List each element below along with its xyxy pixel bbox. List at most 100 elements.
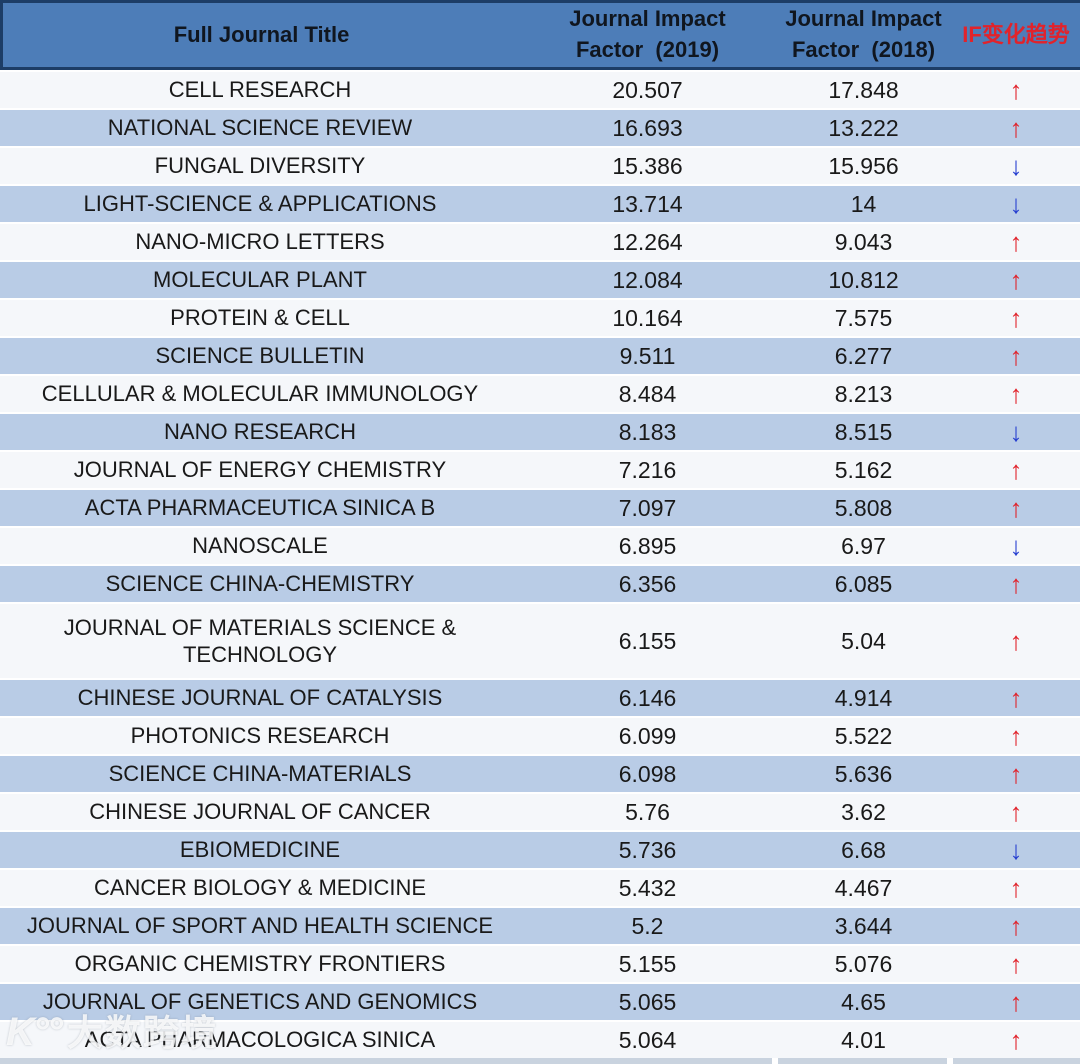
table-row: ACTA PHARMACOLOGICA SINICA 5.064 4.01 ↑ xyxy=(0,1020,1080,1058)
cut-off-next-row xyxy=(0,1058,1080,1064)
trend-arrow-icon: ↑ xyxy=(1009,949,1023,979)
journal-title-cell: CANCER BIOLOGY & MEDICINE xyxy=(93,875,427,901)
if-2019-cell: 5.155 xyxy=(618,950,677,977)
trend-arrow-icon: ↓ xyxy=(1009,417,1023,447)
trend-arrow-icon: ↑ xyxy=(1009,683,1023,713)
trend-arrow-icon: ↑ xyxy=(1009,455,1023,485)
if-2018-cell: 13.222 xyxy=(828,114,899,141)
table-body: CELL RESEARCH 20.507 17.848 ↑ NATIONAL S… xyxy=(0,70,1080,1058)
if-2018-cell: 5.522 xyxy=(834,722,893,749)
if-2019-cell: 5.432 xyxy=(618,874,677,901)
journal-title-cell: ORGANIC CHEMISTRY FRONTIERS xyxy=(74,951,446,977)
journal-title-cell: FUNGAL DIVERSITY xyxy=(154,153,366,179)
if-2019-cell: 5.065 xyxy=(618,988,677,1015)
table-row: ACTA PHARMACEUTICA SINICA B 7.097 5.808 … xyxy=(0,488,1080,526)
journal-title-cell: PROTEIN & CELL xyxy=(170,305,350,331)
col-header-if-2018: Journal Impact Factor (2018) xyxy=(775,4,952,66)
journal-title-cell: JOURNAL OF MATERIALS SCIENCE & TECHNOLOG… xyxy=(63,614,457,668)
divider-segment xyxy=(778,1058,947,1064)
if-2018-cell: 17.848 xyxy=(828,76,899,103)
trend-arrow-icon: ↑ xyxy=(1009,797,1023,827)
trend-arrow-icon: ↑ xyxy=(1009,569,1023,599)
trend-arrow-icon: ↑ xyxy=(1009,113,1023,143)
if-2019-cell: 9.511 xyxy=(619,342,676,369)
if-2018-cell: 4.01 xyxy=(841,1026,886,1053)
if-2019-cell: 12.264 xyxy=(612,228,683,255)
trend-arrow-icon: ↑ xyxy=(1009,265,1023,295)
divider-gap xyxy=(772,1058,778,1064)
journal-title-cell: ACTA PHARMACOLOGICA SINICA xyxy=(84,1027,436,1053)
if-2018-cell: 6.68 xyxy=(841,836,886,863)
if-2019-cell: 7.216 xyxy=(618,456,677,483)
journal-title-cell: EBIOMEDICINE xyxy=(179,837,341,863)
journal-title-cell: SCIENCE CHINA-MATERIALS xyxy=(108,761,412,787)
trend-arrow-icon: ↑ xyxy=(1009,303,1023,333)
journal-title-cell: CELLULAR & MOLECULAR IMMUNOLOGY xyxy=(41,381,479,407)
if-2018-cell: 3.644 xyxy=(834,912,893,939)
trend-arrow-icon: ↓ xyxy=(1009,151,1023,181)
if-2019-cell: 8.183 xyxy=(618,418,677,445)
if-2019-cell: 15.386 xyxy=(612,152,683,179)
col-header-if-2018-line2: Factor (2018) xyxy=(791,37,936,62)
if-2019-cell: 6.146 xyxy=(618,684,677,711)
journal-title-cell: JOURNAL OF ENERGY CHEMISTRY xyxy=(73,457,447,483)
table-row: SCIENCE BULLETIN 9.511 6.277 ↑ xyxy=(0,336,1080,374)
trend-arrow-icon: ↑ xyxy=(1009,227,1023,257)
table-row: JOURNAL OF ENERGY CHEMISTRY 7.216 5.162 … xyxy=(0,450,1080,488)
journal-title-cell: SCIENCE BULLETIN xyxy=(155,343,365,369)
table-row: SCIENCE CHINA-CHEMISTRY 6.356 6.085 ↑ xyxy=(0,564,1080,602)
table-row: NANO RESEARCH 8.183 8.515 ↓ xyxy=(0,412,1080,450)
col-header-if-2019: Journal Impact Factor (2019) xyxy=(520,4,775,66)
journal-title-cell: SCIENCE CHINA-CHEMISTRY xyxy=(105,571,415,597)
col-header-journal-title: Full Journal Title xyxy=(3,20,520,51)
table-row: CHINESE JOURNAL OF CATALYSIS 6.146 4.914… xyxy=(0,678,1080,716)
col-header-journal-title-label: Full Journal Title xyxy=(173,21,350,47)
divider-segment xyxy=(0,1058,772,1064)
if-2018-cell: 14 xyxy=(850,190,877,217)
table-row: JOURNAL OF SPORT AND HEALTH SCIENCE 5.2 … xyxy=(0,906,1080,944)
if-2018-cell: 4.65 xyxy=(841,988,886,1015)
table-row: FUNGAL DIVERSITY 15.386 15.956 ↓ xyxy=(0,146,1080,184)
trend-arrow-icon: ↓ xyxy=(1009,835,1023,865)
trend-arrow-icon: ↑ xyxy=(1009,987,1023,1017)
if-2019-cell: 6.155 xyxy=(618,627,677,654)
table-row: MOLECULAR PLANT 12.084 10.812 ↑ xyxy=(0,260,1080,298)
divider-gap xyxy=(947,1058,953,1064)
trend-arrow-icon: ↓ xyxy=(1009,189,1023,219)
journal-title-cell: PHOTONICS RESEARCH xyxy=(130,723,390,749)
journal-title-cell: NANOSCALE xyxy=(192,533,328,559)
table-row: NATIONAL SCIENCE REVIEW 16.693 13.222 ↑ xyxy=(0,108,1080,146)
table-row: PHOTONICS RESEARCH 6.099 5.522 ↑ xyxy=(0,716,1080,754)
if-2019-cell: 20.507 xyxy=(612,76,683,103)
trend-arrow-icon: ↑ xyxy=(1009,626,1023,656)
if-2018-cell: 5.162 xyxy=(834,456,893,483)
journal-title-cell: NANO-MICRO LETTERS xyxy=(135,229,385,255)
if-2018-cell: 5.808 xyxy=(834,494,893,521)
trend-arrow-icon: ↑ xyxy=(1009,75,1023,105)
table-row: LIGHT-SCIENCE & APPLICATIONS 13.714 14 ↓ xyxy=(0,184,1080,222)
if-2019-cell: 6.098 xyxy=(618,760,677,787)
trend-arrow-icon: ↑ xyxy=(1009,379,1023,409)
trend-arrow-icon: ↑ xyxy=(1009,873,1023,903)
if-2019-cell: 6.895 xyxy=(618,532,677,559)
table-row: CANCER BIOLOGY & MEDICINE 5.432 4.467 ↑ xyxy=(0,868,1080,906)
if-2019-cell: 6.099 xyxy=(618,722,677,749)
journal-title-cell: NATIONAL SCIENCE REVIEW xyxy=(107,115,413,141)
trend-arrow-icon: ↑ xyxy=(1009,341,1023,371)
if-2018-cell: 5.04 xyxy=(841,627,886,654)
journal-title-cell: LIGHT-SCIENCE & APPLICATIONS xyxy=(83,191,437,217)
table-header: Full Journal Title Journal Impact Factor… xyxy=(0,0,1080,70)
table-row: CHINESE JOURNAL OF CANCER 5.76 3.62 ↑ xyxy=(0,792,1080,830)
if-2018-cell: 5.636 xyxy=(834,760,893,787)
if-2019-cell: 13.714 xyxy=(612,190,683,217)
if-2018-cell: 15.956 xyxy=(828,152,899,179)
journal-title-cell: JOURNAL OF GENETICS AND GENOMICS xyxy=(42,989,478,1015)
divider-segment xyxy=(953,1058,1080,1064)
trend-arrow-icon: ↑ xyxy=(1009,721,1023,751)
if-2018-cell: 7.575 xyxy=(834,304,893,331)
col-header-if-2019-line2: Factor (2019) xyxy=(575,37,720,62)
table-row: CELLULAR & MOLECULAR IMMUNOLOGY 8.484 8.… xyxy=(0,374,1080,412)
table-row: PROTEIN & CELL 10.164 7.575 ↑ xyxy=(0,298,1080,336)
if-2019-cell: 5.2 xyxy=(631,912,664,939)
